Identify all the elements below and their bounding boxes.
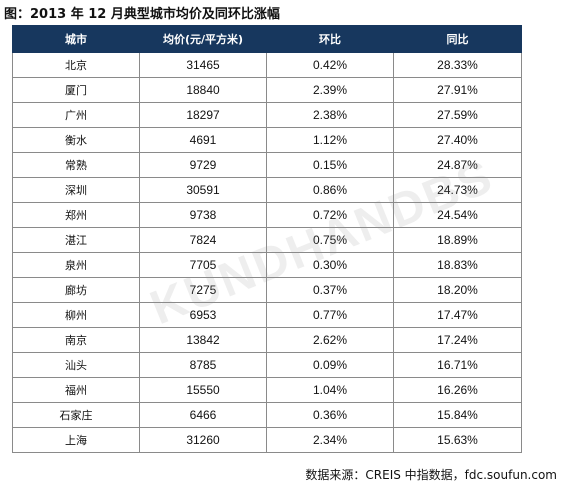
cell-mom: 1.04%: [266, 377, 394, 403]
cell-price: 7275: [139, 277, 267, 303]
cell-price: 9729: [139, 152, 267, 178]
cell-mom: 0.37%: [266, 277, 394, 303]
cell-price: 13842: [139, 327, 267, 353]
table-row: 福州 15550 1.04% 16.26%: [12, 377, 522, 403]
table-row: 石家庄 6466 0.36% 15.84%: [12, 402, 522, 428]
table-row: 深圳 30591 0.86% 24.73%: [12, 177, 522, 203]
table-row: 柳州 6953 0.77% 17.47%: [12, 302, 522, 328]
cell-mom: 0.77%: [266, 302, 394, 328]
cell-price: 15550: [139, 377, 267, 403]
cell-yoy: 24.87%: [393, 152, 522, 178]
cell-yoy: 24.73%: [393, 177, 522, 203]
table-row: 北京 31465 0.42% 28.33%: [12, 52, 522, 78]
table-body: 北京 31465 0.42% 28.33% 厦门 18840 2.39% 27.91% 广州 18…: [12, 52, 522, 453]
cell-price: 4691: [139, 127, 267, 153]
cell-yoy: 15.84%: [393, 402, 522, 428]
header-mom: 环比: [266, 25, 394, 53]
cell-city: 石家庄: [12, 402, 140, 428]
cell-city: 深圳: [12, 177, 140, 203]
cell-mom: 0.42%: [266, 52, 394, 78]
cell-price: 31465: [139, 52, 267, 78]
table-row: 郑州 9738 0.72% 24.54%: [12, 202, 522, 228]
header-yoy: 同比: [393, 25, 522, 53]
header-price: 均价(元/平方米): [139, 25, 267, 53]
cell-mom: 0.30%: [266, 252, 394, 278]
cell-yoy: 18.89%: [393, 227, 522, 253]
cell-city: 泉州: [12, 252, 140, 278]
cell-mom: 0.09%: [266, 352, 394, 378]
cell-mom: 2.62%: [266, 327, 394, 353]
cell-city: 福州: [12, 377, 140, 403]
price-table-container: 城市 均价(元/平方米) 环比 同比 北京 31465 0.42% 28.33% 厦门 1…: [12, 25, 522, 453]
cell-city: 柳州: [12, 302, 140, 328]
cell-city: 上海: [12, 427, 140, 453]
cell-city: 南京: [12, 327, 140, 353]
cell-city: 北京: [12, 52, 140, 78]
cell-yoy: 16.26%: [393, 377, 522, 403]
table-row: 廊坊 7275 0.37% 18.20%: [12, 277, 522, 303]
cell-city: 郑州: [12, 202, 140, 228]
cell-price: 18840: [139, 77, 267, 103]
cell-yoy: 15.63%: [393, 427, 522, 453]
cell-mom: 2.34%: [266, 427, 394, 453]
cell-yoy: 17.24%: [393, 327, 522, 353]
cell-price: 6953: [139, 302, 267, 328]
cell-price: 9738: [139, 202, 267, 228]
cell-mom: 0.86%: [266, 177, 394, 203]
table-row: 厦门 18840 2.39% 27.91%: [12, 77, 522, 103]
figure-title: 图：2013 年 12 月典型城市均价及同环比涨幅: [4, 7, 280, 22]
table-row: 汕头 8785 0.09% 16.71%: [12, 352, 522, 378]
cell-city: 汕头: [12, 352, 140, 378]
cell-mom: 2.39%: [266, 77, 394, 103]
table-row: 泉州 7705 0.30% 18.83%: [12, 252, 522, 278]
cell-yoy: 27.40%: [393, 127, 522, 153]
table-row: 常熟 9729 0.15% 24.87%: [12, 152, 522, 178]
cell-mom: 1.12%: [266, 127, 394, 153]
cell-mom: 2.38%: [266, 102, 394, 128]
cell-price: 8785: [139, 352, 267, 378]
header-city: 城市: [12, 25, 140, 53]
table-row: 上海 31260 2.34% 15.63%: [12, 427, 522, 453]
source-note: 数据来源：CREIS 中指数据，fdc.soufun.com: [305, 468, 557, 482]
cell-yoy: 27.59%: [393, 102, 522, 128]
cell-price: 7824: [139, 227, 267, 253]
price-table: 城市 均价(元/平方米) 环比 同比 北京 31465 0.42% 28.33% 厦门 1…: [12, 25, 522, 453]
cell-mom: 0.15%: [266, 152, 394, 178]
cell-city: 常熟: [12, 152, 140, 178]
table-row: 南京 13842 2.62% 17.24%: [12, 327, 522, 353]
cell-city: 广州: [12, 102, 140, 128]
cell-price: 7705: [139, 252, 267, 278]
cell-yoy: 17.47%: [393, 302, 522, 328]
table-header-row: 城市 均价(元/平方米) 环比 同比: [12, 25, 522, 53]
cell-yoy: 18.20%: [393, 277, 522, 303]
cell-city: 衡水: [12, 127, 140, 153]
table-row: 广州 18297 2.38% 27.59%: [12, 102, 522, 128]
cell-mom: 0.75%: [266, 227, 394, 253]
cell-yoy: 28.33%: [393, 52, 522, 78]
table-row: 衡水 4691 1.12% 27.40%: [12, 127, 522, 153]
table-row: 湛江 7824 0.75% 18.89%: [12, 227, 522, 253]
cell-mom: 0.72%: [266, 202, 394, 228]
cell-price: 30591: [139, 177, 267, 203]
cell-yoy: 27.91%: [393, 77, 522, 103]
cell-price: 6466: [139, 402, 267, 428]
cell-yoy: 18.83%: [393, 252, 522, 278]
cell-price: 31260: [139, 427, 267, 453]
cell-city: 厦门: [12, 77, 140, 103]
cell-mom: 0.36%: [266, 402, 394, 428]
cell-price: 18297: [139, 102, 267, 128]
cell-yoy: 16.71%: [393, 352, 522, 378]
cell-city: 湛江: [12, 227, 140, 253]
cell-city: 廊坊: [12, 277, 140, 303]
cell-yoy: 24.54%: [393, 202, 522, 228]
